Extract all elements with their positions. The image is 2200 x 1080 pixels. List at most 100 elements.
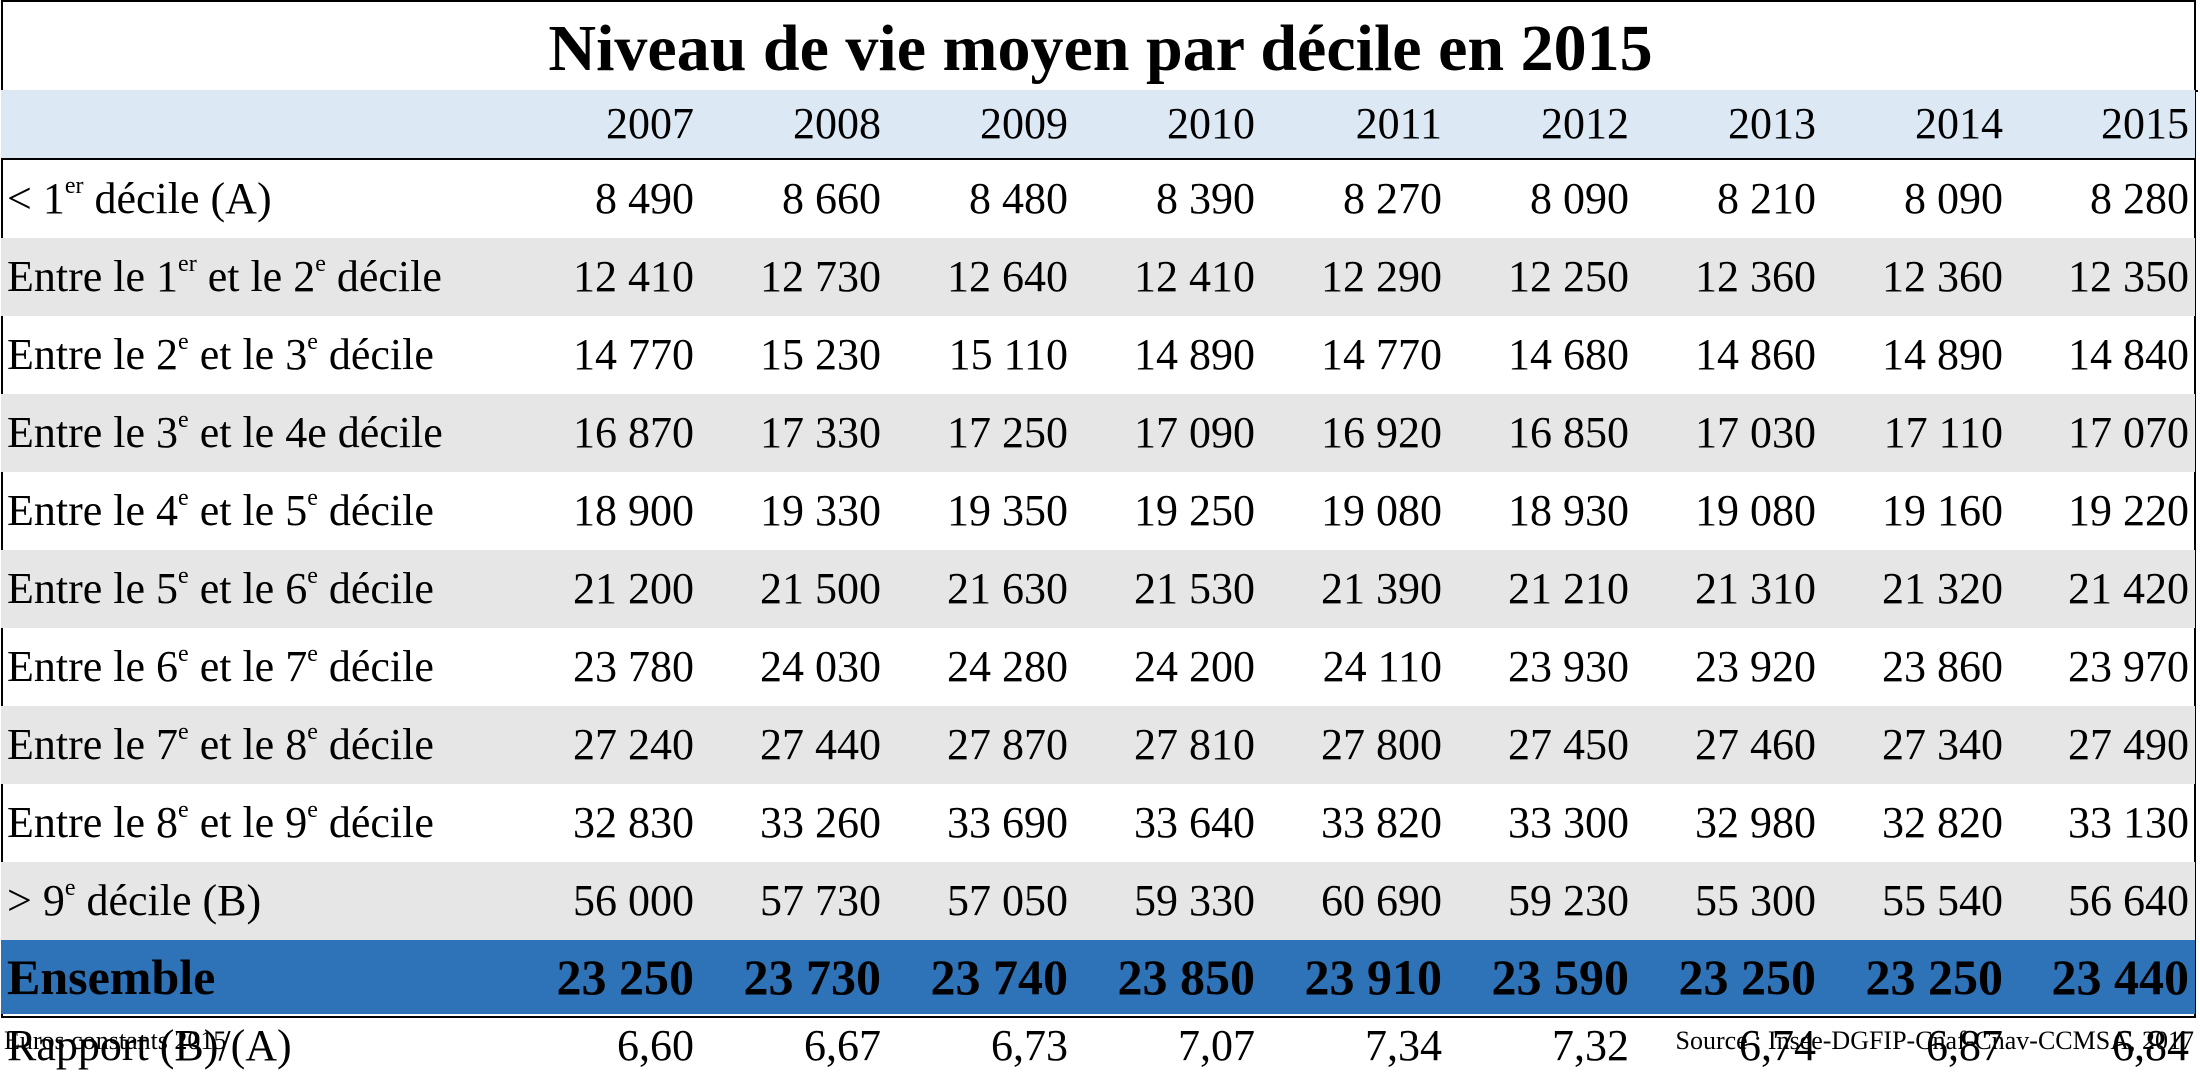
table-cell: 14 840	[2068, 330, 2189, 379]
table-row: Entre le 4e et le 5e décile 18 900 19 330 1…	[1, 472, 2195, 550]
table-cell: 23 860	[1882, 642, 2003, 691]
column-header-2013: 2013	[1635, 90, 1822, 160]
table-cell: 19 220	[2068, 486, 2189, 535]
row-label: Entre le 1er et le 2e décile	[1, 238, 513, 316]
table-cell: 14 860	[1695, 330, 1816, 379]
label-text: Entre le 1	[7, 252, 179, 301]
label-text: et le 4e décile	[188, 408, 443, 457]
table-cell: 57 050	[947, 876, 1068, 925]
table-cell: 32 820	[1882, 798, 2003, 847]
label-text: et le 7	[188, 642, 308, 691]
column-header-2011: 2011	[1261, 90, 1448, 160]
table-cell: 23 250	[1678, 949, 1817, 1005]
table-cell: 6,84	[2112, 1021, 2189, 1070]
table-cell: 23 850	[1117, 949, 1256, 1005]
table-cell: 27 800	[1321, 720, 1442, 769]
table-cell: 8 490	[595, 174, 694, 223]
table-cell: 15 230	[760, 330, 881, 379]
table-cell: 21 320	[1882, 564, 2003, 613]
label-text: Entre le 7	[7, 720, 179, 769]
table-cell: 14 890	[1882, 330, 2003, 379]
column-header-2008: 2008	[700, 90, 887, 160]
table-cell: 59 230	[1508, 876, 1629, 925]
table-cell: 12 250	[1508, 252, 1629, 301]
table-cell: 60 690	[1321, 876, 1442, 925]
table-cell: 32 980	[1695, 798, 1816, 847]
label-text: décile	[325, 252, 442, 301]
table-cell: 27 870	[947, 720, 1068, 769]
table-cell: 27 450	[1508, 720, 1629, 769]
label-text: Entre le 4	[7, 486, 179, 535]
ordinal-superscript: e	[315, 251, 326, 277]
table-cell: 12 410	[1134, 252, 1255, 301]
label-text: décile	[317, 798, 434, 847]
column-header-2014: 2014	[1822, 90, 2009, 160]
table-cell: 27 460	[1695, 720, 1816, 769]
label-text: et le 3	[188, 330, 308, 379]
ordinal-superscript: e	[64, 875, 76, 901]
row-label: Entre le 6e et le 7e décile	[1, 628, 513, 706]
ordinal-superscript: e	[178, 407, 189, 433]
table-cell: 33 640	[1134, 798, 1255, 847]
label-text: Entre le 5	[7, 564, 179, 613]
label-text: Entre le 6	[7, 642, 179, 691]
ordinal-superscript: e	[178, 797, 189, 823]
table-cell: 14 770	[1321, 330, 1442, 379]
column-header-2009: 2009	[887, 90, 1074, 160]
table-cell: 8 090	[1904, 174, 2003, 223]
label-text: et le 2	[196, 252, 316, 301]
table-cell: 17 330	[760, 408, 881, 457]
table-cell: 21 390	[1321, 564, 1442, 613]
ordinal-superscript: e	[178, 563, 189, 589]
table-cell: 27 240	[573, 720, 694, 769]
table-cell: 8 270	[1343, 174, 1442, 223]
table-cell: 27 440	[760, 720, 881, 769]
table-cell: 14 890	[1134, 330, 1255, 379]
ordinal-superscript: e	[307, 563, 318, 589]
table-cell: 18 900	[573, 486, 694, 535]
table-cell: 17 090	[1134, 408, 1255, 457]
table-cell: 21 630	[947, 564, 1068, 613]
label-text: décile	[317, 642, 434, 691]
table-cell: 32 830	[573, 798, 694, 847]
table-row: Entre le 7e et le 8e décile 27 240 27 440 2…	[1, 706, 2195, 784]
ordinal-superscript: er	[64, 173, 84, 199]
table-cell: 12 350	[2068, 252, 2189, 301]
table-cell: 23 440	[2051, 949, 2190, 1005]
table-cell: 56 640	[2068, 876, 2189, 925]
table-row: < 1er décile (A) 8 490 8 660 8 480 8 390 8 27…	[1, 159, 2195, 238]
column-header-2010: 2010	[1074, 90, 1261, 160]
table-cell: 33 260	[760, 798, 881, 847]
table-cell: 23 250	[1865, 949, 2004, 1005]
table-cell: 27 490	[2068, 720, 2189, 769]
table-cell: 23 740	[930, 949, 1069, 1005]
row-label: Entre le 4e et le 5e décile	[1, 472, 513, 550]
table-cell: 57 730	[760, 876, 881, 925]
table-cell: 8 280	[2090, 174, 2189, 223]
table-cell: 19 330	[760, 486, 881, 535]
table-cell: 19 160	[1882, 486, 2003, 535]
table-cell: 23 250	[556, 949, 695, 1005]
table-cell: 8 090	[1530, 174, 1629, 223]
table-cell: 19 080	[1695, 486, 1816, 535]
table-cell: 8 480	[969, 174, 1068, 223]
table-cell: 6,74	[1739, 1021, 1816, 1070]
label-text: décile (B)	[75, 876, 262, 925]
table-cell: 23 930	[1508, 642, 1629, 691]
table-cell: 59 330	[1134, 876, 1255, 925]
label-text: Entre le 8	[7, 798, 179, 847]
label-text: Entre le 2	[7, 330, 179, 379]
table-cell: 8 390	[1156, 174, 1255, 223]
ordinal-superscript: e	[178, 329, 189, 355]
table-cell: 12 360	[1882, 252, 2003, 301]
label-text: décile	[317, 330, 434, 379]
source-note: Source : Insee-DGFIP-Cnaf-Cnav-CCMSA, 20…	[1675, 1026, 2194, 1055]
table-cell: 7,07	[1178, 1021, 1255, 1070]
label-text: Entre le 3	[7, 408, 179, 457]
table-cell: 6,67	[804, 1021, 881, 1070]
table-cell: 14 680	[1508, 330, 1629, 379]
table-row: Entre le 1er et le 2e décile 12 410 12 730…	[1, 238, 2195, 316]
table-cell: 21 530	[1134, 564, 1255, 613]
table-cell: 24 030	[760, 642, 881, 691]
table-cell: 33 300	[1508, 798, 1629, 847]
